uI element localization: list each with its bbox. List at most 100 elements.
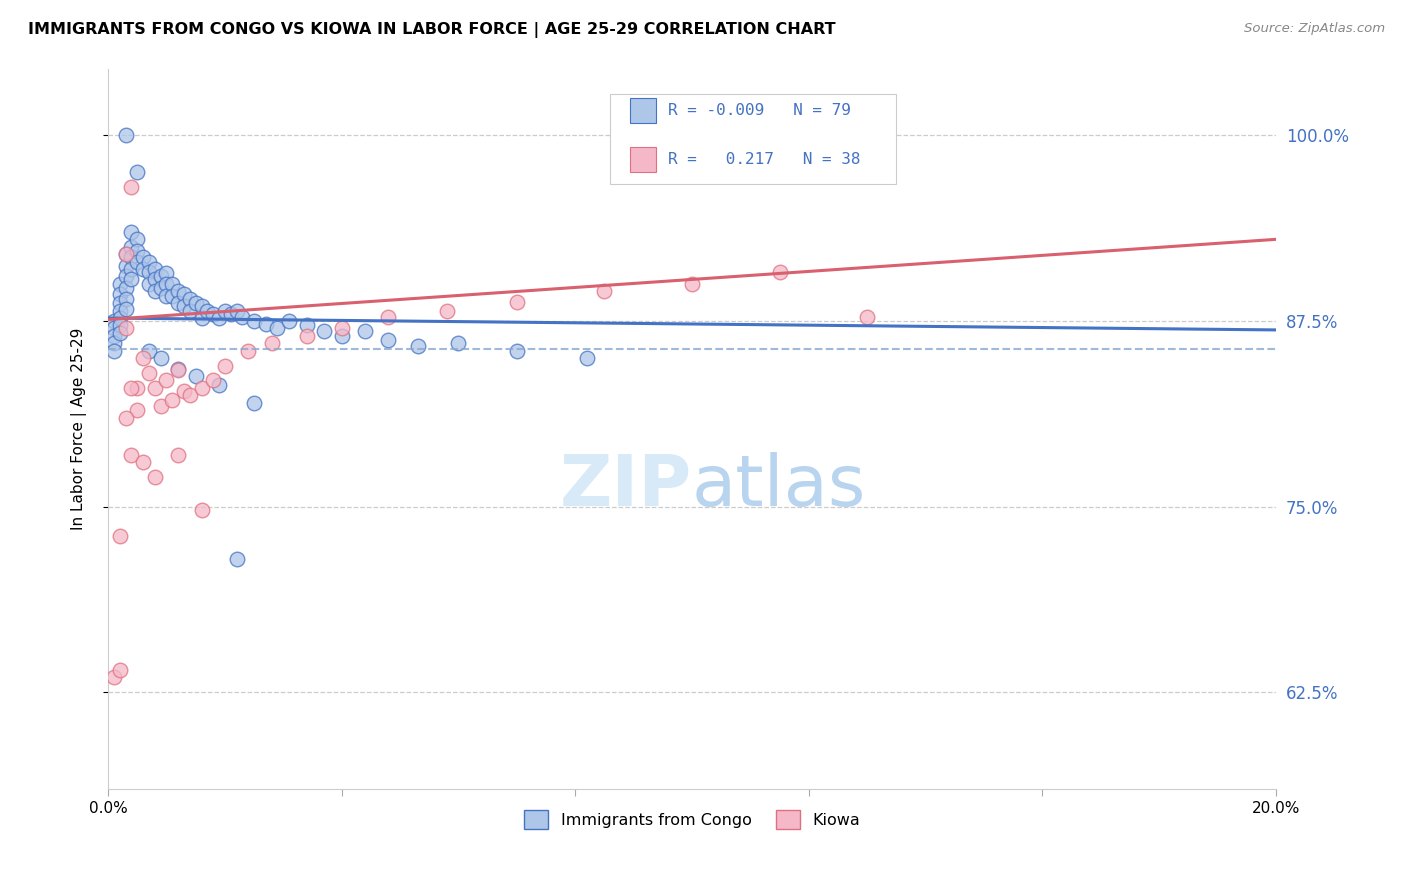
Point — [120, 250, 142, 264]
Point — [681, 277, 703, 291]
Point — [127, 254, 149, 268]
Point — [138, 254, 160, 268]
Text: atlas: atlas — [692, 452, 866, 521]
Point — [179, 292, 201, 306]
Point — [103, 314, 125, 328]
Point — [114, 259, 136, 273]
Point — [103, 321, 125, 335]
Point — [120, 272, 142, 286]
Point — [231, 310, 253, 324]
Point — [295, 329, 318, 343]
Point — [214, 303, 236, 318]
Point — [120, 240, 142, 254]
FancyBboxPatch shape — [630, 147, 655, 171]
Point — [127, 244, 149, 259]
Point — [506, 343, 529, 358]
Point — [238, 343, 260, 358]
Point — [114, 247, 136, 261]
Point — [114, 321, 136, 335]
Point — [162, 277, 184, 291]
Point — [856, 310, 879, 324]
Point — [114, 292, 136, 306]
Point — [314, 325, 336, 339]
Point — [190, 502, 212, 516]
Point — [108, 296, 131, 310]
Point — [173, 287, 195, 301]
Point — [149, 399, 172, 413]
Text: ZIP: ZIP — [560, 452, 692, 521]
FancyBboxPatch shape — [630, 98, 655, 122]
Point — [179, 303, 201, 318]
Point — [167, 361, 190, 376]
Text: Source: ZipAtlas.com: Source: ZipAtlas.com — [1244, 22, 1385, 36]
Point — [295, 318, 318, 333]
Point — [162, 289, 184, 303]
Point — [108, 529, 131, 543]
Point — [447, 336, 470, 351]
Point — [155, 289, 177, 303]
Point — [184, 368, 207, 383]
Point — [167, 448, 190, 462]
Point — [108, 287, 131, 301]
Text: IMMIGRANTS FROM CONGO VS KIOWA IN LABOR FORCE | AGE 25-29 CORRELATION CHART: IMMIGRANTS FROM CONGO VS KIOWA IN LABOR … — [28, 22, 835, 38]
Point — [143, 262, 166, 277]
Point — [114, 247, 136, 261]
Point — [377, 310, 399, 324]
Point — [260, 336, 283, 351]
Point — [173, 299, 195, 313]
Point — [155, 373, 177, 387]
Point — [108, 318, 131, 333]
Point — [202, 307, 225, 321]
Point — [149, 351, 172, 366]
Point — [114, 410, 136, 425]
Point — [138, 277, 160, 291]
Point — [179, 388, 201, 402]
Point — [769, 265, 792, 279]
Point — [278, 314, 301, 328]
Point — [120, 180, 142, 194]
Point — [155, 277, 177, 291]
Legend: Immigrants from Congo, Kiowa: Immigrants from Congo, Kiowa — [517, 804, 866, 835]
Point — [138, 343, 160, 358]
Point — [108, 311, 131, 326]
Point — [120, 262, 142, 277]
Point — [167, 285, 190, 299]
Point — [127, 165, 149, 179]
Point — [120, 225, 142, 239]
Point — [436, 303, 458, 318]
FancyBboxPatch shape — [610, 94, 897, 184]
Point — [138, 265, 160, 279]
Text: R =   0.217   N = 38: R = 0.217 N = 38 — [668, 152, 860, 167]
Point — [149, 281, 172, 295]
Point — [593, 285, 616, 299]
Point — [108, 303, 131, 318]
Point — [143, 470, 166, 484]
Point — [330, 321, 353, 335]
Point — [167, 363, 190, 377]
Point — [195, 303, 218, 318]
Point — [155, 267, 177, 281]
Point — [214, 359, 236, 373]
Point — [190, 381, 212, 395]
Point — [120, 448, 142, 462]
Point — [132, 351, 155, 366]
Point — [575, 351, 598, 366]
Point — [103, 343, 125, 358]
Point — [406, 339, 429, 353]
Point — [143, 272, 166, 286]
Point — [173, 384, 195, 398]
Point — [266, 321, 288, 335]
Point — [167, 296, 190, 310]
Point — [132, 455, 155, 469]
Point — [108, 277, 131, 291]
Point — [190, 311, 212, 326]
Point — [208, 311, 231, 326]
Point — [143, 285, 166, 299]
Point — [103, 329, 125, 343]
Point — [127, 381, 149, 395]
Point — [103, 671, 125, 685]
Point — [243, 395, 266, 409]
Point — [114, 302, 136, 317]
Point — [225, 303, 247, 318]
Point — [108, 663, 131, 677]
